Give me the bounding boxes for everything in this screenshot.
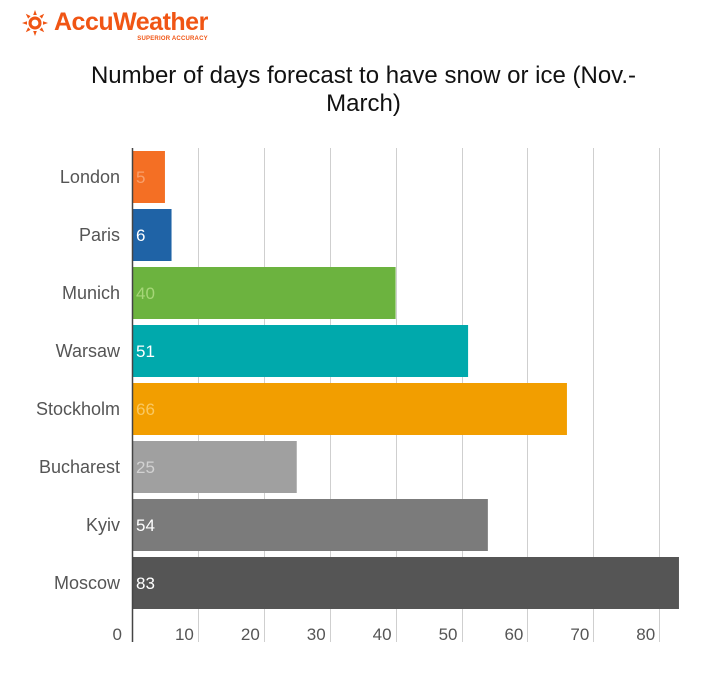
brand-name: AccuWeather [54,8,208,36]
data-label-london: 5 [136,168,145,187]
bar-moscow [132,557,679,609]
bar-stockholm [132,383,567,435]
data-label-stockholm: 66 [136,400,155,419]
bar-london [132,151,165,203]
brand-tagline: SUPERIOR ACCURACY [137,36,208,42]
chart-title: Number of days forecast to have snow or … [0,62,727,118]
category-label-moscow: Moscow [54,573,121,593]
bar-bucharest [132,441,297,493]
category-label-kyiv: Kyiv [86,515,120,535]
chart-title-line-1: Number of days forecast to have snow or … [90,62,637,89]
x-tick-label-0: 0 [113,625,122,644]
data-label-warsaw: 51 [136,342,155,361]
bar-warsaw [132,325,469,377]
data-label-bucharest: 25 [136,458,155,477]
category-label-warsaw: Warsaw [56,341,121,361]
category-label-london: London [60,167,120,187]
data-label-munich: 40 [136,284,155,303]
x-tick-label-80: 80 [636,625,655,644]
x-tick-label-50: 50 [439,625,458,644]
accuweather-logo: AccuWeather SUPERIOR ACCURACY [22,10,208,50]
bar-munich [132,267,396,319]
x-tick-label-70: 70 [570,625,589,644]
data-label-moscow: 83 [136,574,155,593]
data-label-kyiv: 54 [136,516,155,535]
x-tick-label-30: 30 [307,625,326,644]
category-label-stockholm: Stockholm [36,399,120,419]
category-label-paris: Paris [79,225,120,245]
x-tick-label-10: 10 [175,625,194,644]
x-tick-label-60: 60 [504,625,523,644]
x-tick-label-40: 40 [373,625,392,644]
sun-logo-icon [22,10,48,36]
category-label-munich: Munich [62,283,120,303]
x-tick-label-20: 20 [241,625,260,644]
category-label-bucharest: Bucharest [39,457,120,477]
bar-paris [132,209,172,261]
chart-title-line-2: March) [326,90,401,117]
bar-kyiv [132,499,488,551]
data-label-paris: 6 [136,226,145,245]
